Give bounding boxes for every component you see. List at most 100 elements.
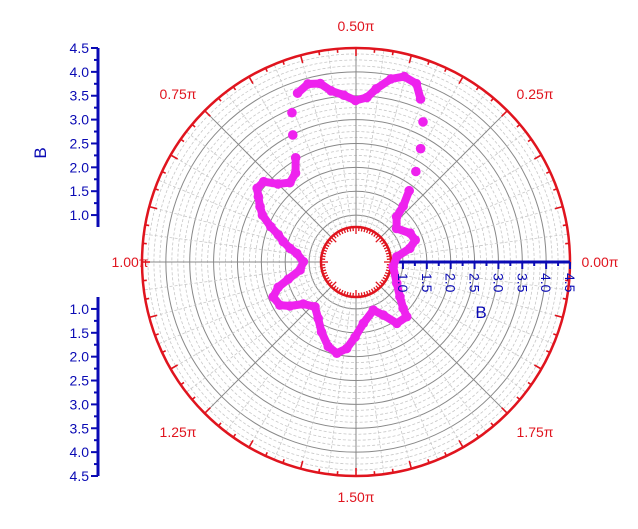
inner-tick <box>324 274 329 278</box>
data-point <box>290 168 301 178</box>
inner-tick <box>375 281 382 288</box>
angular-tick-label: 1.75π <box>517 424 554 440</box>
data-point <box>398 201 408 211</box>
radial-tick-label: 4.5 <box>70 40 90 56</box>
data-point <box>310 302 320 312</box>
outer-tick <box>427 459 430 464</box>
inner-tick <box>365 290 369 296</box>
inner-tick <box>363 291 366 296</box>
inner-tick <box>337 231 342 236</box>
data-point <box>405 228 415 238</box>
outer-tick <box>391 51 394 56</box>
data-point <box>258 176 269 187</box>
outer-tick <box>299 460 304 469</box>
data-point <box>378 310 389 320</box>
inner-tick <box>386 255 391 258</box>
radial-tick-label: 4.0 <box>70 444 90 460</box>
data-point <box>371 83 382 94</box>
data-point <box>315 78 326 89</box>
outer-tick <box>204 407 211 414</box>
inner-tick <box>384 271 390 275</box>
radial-tick-label: 1.5 <box>419 273 435 293</box>
data-point <box>388 261 398 272</box>
data-point <box>265 221 276 232</box>
inner-tick <box>370 231 375 236</box>
data-point <box>391 211 402 222</box>
outer-tick <box>282 60 285 65</box>
radial-tick-label: 3.0 <box>70 396 90 412</box>
inner-tick <box>349 292 352 297</box>
inner-tick <box>337 288 342 293</box>
outer-tick <box>161 170 167 174</box>
outer-tick <box>264 67 268 73</box>
data-point <box>350 95 361 106</box>
data-point <box>298 256 309 267</box>
outer-tick <box>282 459 285 464</box>
data-point <box>316 327 327 337</box>
inner-tick <box>375 234 379 239</box>
outer-tick <box>161 350 167 354</box>
radial-tick-label: 3.5 <box>514 273 530 293</box>
radial-tick-label: 2.5 <box>70 135 90 151</box>
inner-tick <box>328 239 333 243</box>
outer-tick <box>475 86 480 91</box>
outer-tick <box>149 205 158 210</box>
data-point <box>268 292 278 302</box>
inner-tick <box>379 239 384 243</box>
outer-tick <box>427 60 430 65</box>
inner-tick <box>365 228 369 234</box>
inner-tick <box>349 227 352 232</box>
inner-tick <box>335 232 339 237</box>
outer-tick <box>562 224 567 227</box>
radial-tick-label: 3.0 <box>490 273 506 293</box>
radial-tick-label: 1.5 <box>70 183 90 199</box>
inner-tick <box>373 287 377 292</box>
data-point <box>401 311 412 322</box>
data-point <box>303 79 313 89</box>
data-point <box>341 343 352 354</box>
radial-tick-label: 2.0 <box>70 159 90 175</box>
outer-tick <box>458 440 464 448</box>
inner-tick <box>375 285 379 290</box>
inner-tick <box>346 291 349 296</box>
inner-tick <box>322 249 328 253</box>
outer-tick <box>475 433 480 438</box>
data-point <box>392 318 402 329</box>
angular-tick-label: 0.50π <box>338 18 375 34</box>
outer-tick <box>232 86 237 91</box>
angular-tick-label: 0.75π <box>160 86 197 102</box>
inner-tick <box>360 292 363 297</box>
outer-tick <box>318 468 321 473</box>
inner-tick <box>382 243 387 248</box>
outer-tick <box>553 188 558 191</box>
outer-tick <box>391 468 394 473</box>
outer-tick <box>145 224 150 227</box>
radial-tick-label: 1.0 <box>395 273 411 293</box>
inner-tick <box>330 281 337 288</box>
outer-tick <box>217 97 222 102</box>
labels: 0.00π 0.25π 0.50π 0.75π 1.00π 1.25π 1.50π 1.75π… <box>31 18 619 505</box>
data-point <box>253 191 264 202</box>
inner-tick <box>321 266 326 269</box>
inner-tick <box>335 287 339 292</box>
outer-tick <box>299 55 304 64</box>
outer-tick <box>534 364 542 370</box>
data-point <box>273 179 283 189</box>
inner-tick <box>360 227 363 232</box>
outer-tick <box>545 170 551 174</box>
data-point <box>392 251 402 262</box>
outer-tick <box>444 67 448 73</box>
radial-tick-label: 2.5 <box>70 373 90 389</box>
radial-tick-label: 2.0 <box>443 273 459 293</box>
inner-tick <box>343 228 347 234</box>
data-point <box>287 107 297 118</box>
inner-tick <box>385 269 390 272</box>
outer-tick <box>562 297 567 300</box>
outer-tick <box>248 76 254 84</box>
inner-tick <box>326 241 331 245</box>
data-point <box>283 274 294 284</box>
inner-tick <box>326 279 331 283</box>
inner-tick <box>343 290 347 296</box>
data-series <box>252 71 428 359</box>
radial-tick-label: 3.0 <box>70 112 90 128</box>
